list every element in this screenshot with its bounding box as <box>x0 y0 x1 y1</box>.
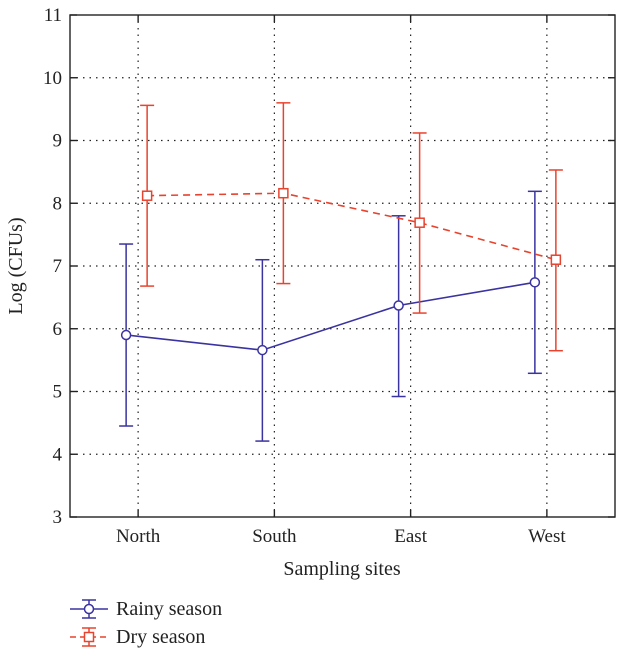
data-point <box>257 344 268 356</box>
plot-frame <box>69 14 616 518</box>
y-tick-label: 9 <box>53 131 63 152</box>
legend-label: Rainy season <box>116 598 222 620</box>
x-tick-label: North <box>116 526 161 547</box>
data-point <box>393 300 404 311</box>
y-axis-label: Log (CFUs) <box>5 217 27 314</box>
legend-marker <box>83 603 95 615</box>
y-tick-label: 10 <box>43 68 62 89</box>
series-rainy-season <box>119 190 542 442</box>
x-tick-label: South <box>252 526 297 547</box>
data-point <box>550 254 562 265</box>
legend: Rainy season Dry season <box>70 598 222 648</box>
series-layer <box>119 102 563 442</box>
data-point <box>414 217 425 228</box>
legend-marker <box>83 631 95 643</box>
y-tick-label: 6 <box>53 319 63 340</box>
x-tick-label: West <box>528 526 566 547</box>
grid <box>70 15 615 517</box>
y-tick-label: 5 <box>53 382 63 403</box>
series-dry-season <box>140 102 563 352</box>
data-point <box>120 329 132 341</box>
series-line <box>147 192 557 261</box>
x-axis-label: Sampling sites <box>283 558 400 580</box>
legend-label: Dry season <box>116 626 205 648</box>
x-tick-label: East <box>394 526 427 547</box>
legend-item: Dry season <box>70 626 205 648</box>
y-tick-label: 7 <box>53 256 63 277</box>
y-tick-label: 3 <box>53 507 63 528</box>
axis-ticks: 3 4 5 6 7 8 9 10 11 North South East West <box>43 5 615 547</box>
data-point <box>141 190 153 201</box>
data-point <box>529 277 541 288</box>
data-point <box>278 187 289 199</box>
legend-item: Rainy season <box>70 598 222 620</box>
series-line <box>126 281 536 351</box>
y-tick-label: 4 <box>53 444 63 465</box>
y-tick-label: 8 <box>53 193 63 214</box>
y-tick-label: 11 <box>44 5 62 26</box>
